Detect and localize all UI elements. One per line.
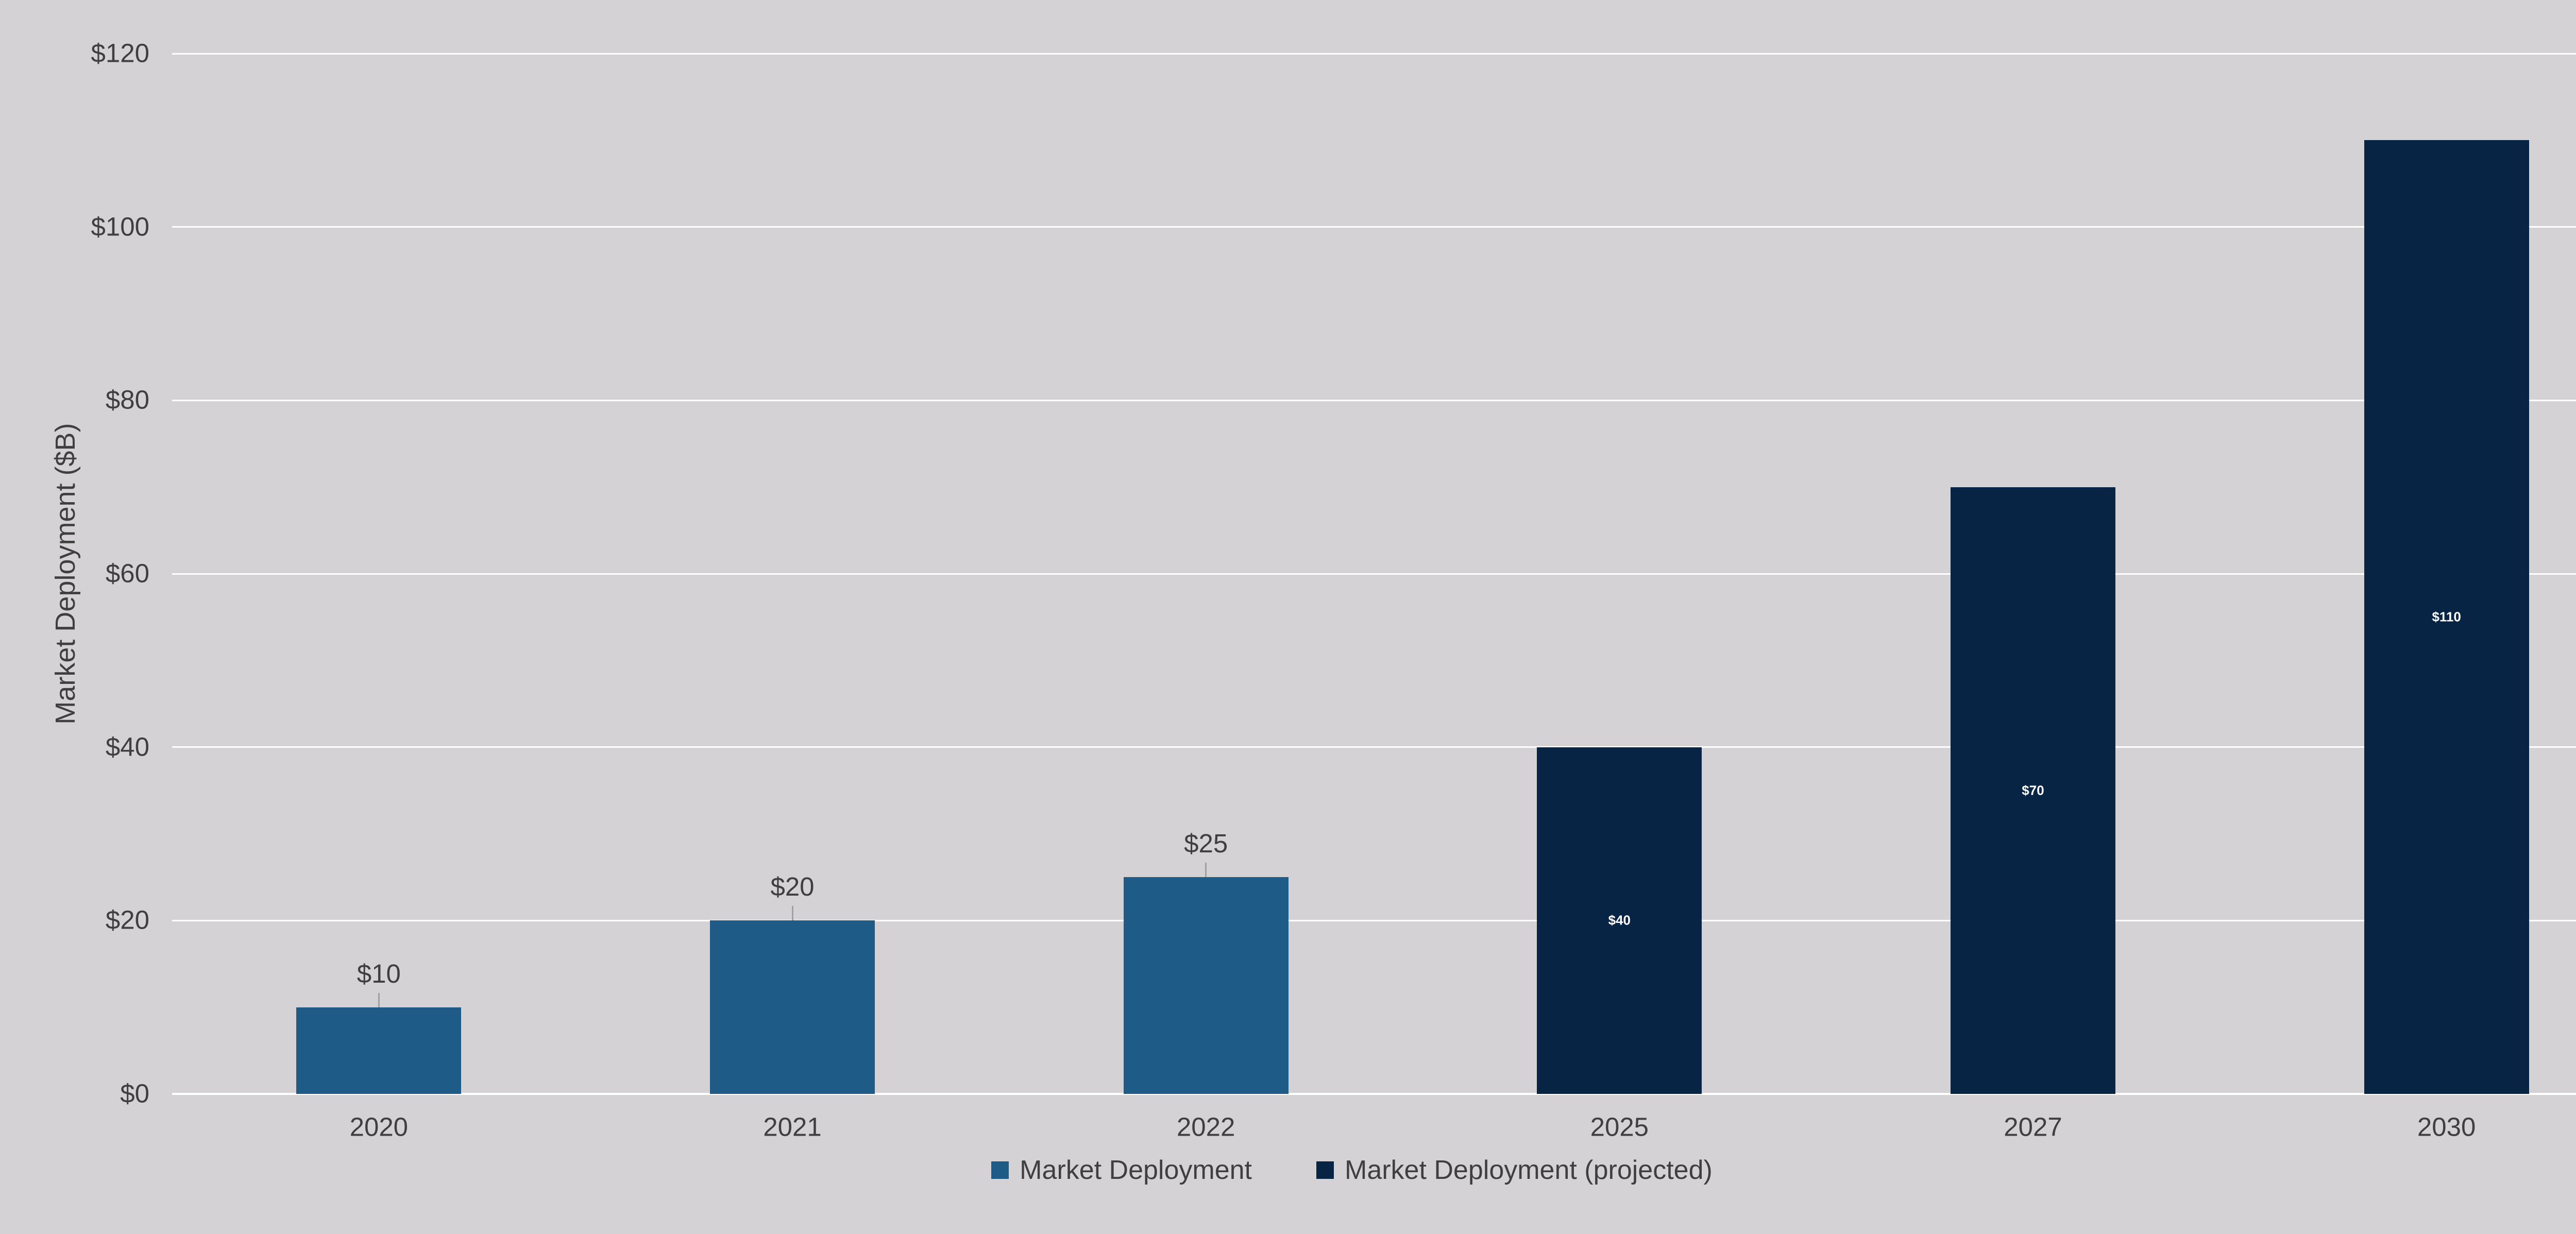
legend: Market Deployment Market Deployment (proj… bbox=[0, 1155, 2576, 1186]
bar-value-label: $10 bbox=[357, 958, 401, 988]
x-axis-tick-label: 2021 bbox=[763, 1112, 822, 1142]
x-axis-tick-label: 2027 bbox=[2004, 1112, 2062, 1142]
data-label-leader-line bbox=[791, 906, 793, 921]
y-axis-tick-label: $80 bbox=[105, 385, 149, 415]
bar-value-label: $70 bbox=[2022, 782, 2044, 798]
legend-item: Market Deployment (projected) bbox=[1316, 1155, 1713, 1186]
gridline bbox=[172, 399, 2576, 401]
bar-2025 bbox=[1537, 747, 1702, 1094]
y-axis-tick-label: $40 bbox=[105, 731, 149, 761]
y-axis-tick-label: $100 bbox=[91, 211, 149, 241]
legend-label: Market Deployment (projected) bbox=[1345, 1155, 1713, 1185]
x-axis-tick-label: 2030 bbox=[2417, 1112, 2476, 1142]
x-axis-tick-label: 2020 bbox=[349, 1112, 409, 1142]
gridline bbox=[172, 53, 2576, 55]
gridline bbox=[172, 1093, 2576, 1095]
y-axis-tick-label: $120 bbox=[91, 38, 149, 68]
bar-2030 bbox=[2364, 140, 2529, 1094]
bar-value-label: $40 bbox=[1608, 912, 1631, 928]
legend-label: Market Deployment bbox=[1020, 1155, 1252, 1185]
bar-value-label: $110 bbox=[2432, 609, 2461, 625]
bar-value-label: $20 bbox=[770, 872, 815, 902]
bar-2020 bbox=[296, 1007, 462, 1094]
x-axis-tick-label: 2022 bbox=[1176, 1112, 1235, 1142]
data-label-leader-line bbox=[1205, 863, 1207, 878]
legend-swatch bbox=[991, 1161, 1009, 1179]
bar-value-label: $25 bbox=[1184, 829, 1228, 859]
bar-2021 bbox=[710, 920, 875, 1094]
legend-swatch bbox=[1316, 1161, 1334, 1179]
y-axis-title: Market Deployment ($B) bbox=[50, 423, 81, 725]
bar-2027 bbox=[1951, 487, 2115, 1094]
data-label-leader-line bbox=[378, 992, 380, 1007]
gridline bbox=[172, 746, 2576, 748]
gridline bbox=[172, 919, 2576, 921]
legend-item: Market Deployment bbox=[991, 1155, 1252, 1186]
y-axis-tick-label: $60 bbox=[105, 558, 149, 588]
x-axis-tick-label: 2025 bbox=[1590, 1112, 1649, 1142]
bar-2022 bbox=[1123, 877, 1289, 1094]
gridline bbox=[172, 226, 2576, 228]
y-axis-tick-label: $0 bbox=[120, 1078, 149, 1108]
y-axis-tick-label: $20 bbox=[105, 905, 149, 935]
gridline bbox=[172, 573, 2576, 575]
